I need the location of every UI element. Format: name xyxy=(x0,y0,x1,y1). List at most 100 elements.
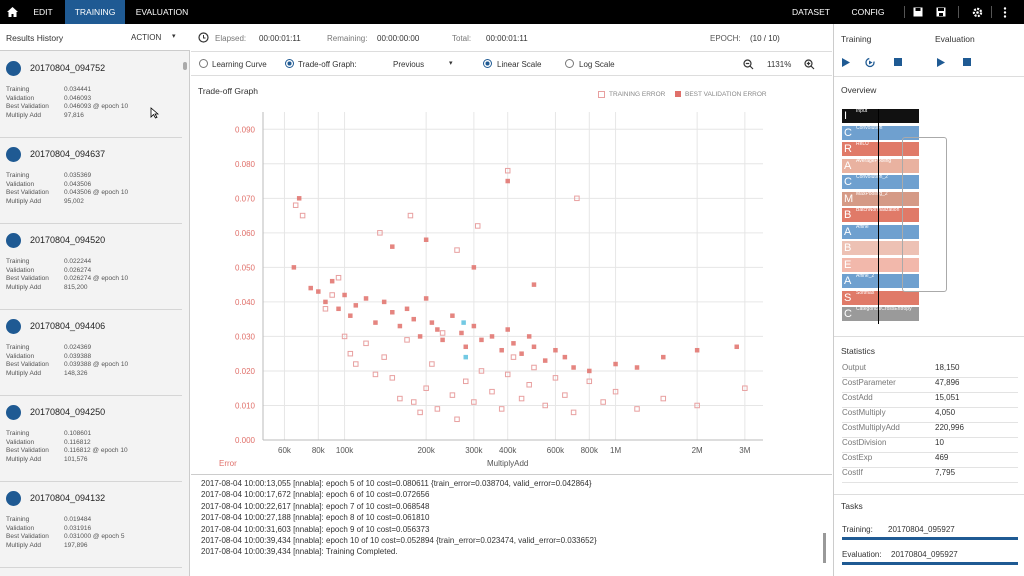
scatter-chart[interactable]: 0.000 0.010 0.020 0.030 0.040 0.050 0.060 0.070… xyxy=(191,76,832,474)
result-item[interactable]: 20170804_094132 Training 0.019484 Validat… xyxy=(0,482,182,568)
graph-title: Trade-off Graph xyxy=(198,86,259,96)
network-layer[interactable]: A Affine xyxy=(842,224,919,239)
training-error-point xyxy=(526,382,532,388)
chevron-down-icon[interactable]: ▾ xyxy=(172,33,176,40)
result-item[interactable]: 20170804_094520 Training 0.022244 Validat… xyxy=(0,224,182,310)
run-training-icon[interactable] xyxy=(842,58,850,67)
layer-letter: B xyxy=(844,242,852,254)
comparison-select[interactable]: Previous xyxy=(393,60,425,69)
stop-training-icon[interactable] xyxy=(894,58,902,66)
action-dropdown[interactable]: ACTION xyxy=(131,33,162,42)
tab-evaluation[interactable]: EVALUATION xyxy=(135,7,189,17)
network-layer[interactable]: E xyxy=(842,257,919,272)
network-layer[interactable]: S Softmax xyxy=(842,290,919,305)
result-item[interactable]: 20170804_094406 Training 0.024369 Validat… xyxy=(0,310,182,396)
network-layer[interactable]: A AveragePooling xyxy=(842,158,919,173)
y-tick-label: 0.050 xyxy=(235,263,256,272)
network-overview[interactable]: I Input C Convolution R ReLU A AveragePooling C C… xyxy=(834,108,1024,329)
network-layer[interactable]: C CategoricalCrossEntropy xyxy=(842,306,919,321)
result-field-label: Multiply Add xyxy=(6,455,42,463)
zoom-in-icon[interactable] xyxy=(804,59,815,70)
validation-error-point xyxy=(459,330,464,336)
validation-error-point xyxy=(562,354,568,360)
layer-letter: A xyxy=(844,159,852,172)
tradeoff-graph-label[interactable]: Trade-off Graph: xyxy=(298,60,357,69)
result-field-value: 101,576 xyxy=(64,455,88,463)
result-field-value: 0.034441 xyxy=(64,86,92,93)
validation-error-point xyxy=(373,320,378,325)
log-line: 2017-08-04 10:00:27,188 [nnabla]: epoch … xyxy=(201,513,430,523)
save-as-icon[interactable] xyxy=(932,0,950,24)
training-error-point xyxy=(411,399,417,405)
x-tick-label: 2M xyxy=(692,446,703,455)
validation-error-point xyxy=(429,320,435,325)
network-layer[interactable]: R ReLU xyxy=(842,141,919,156)
learning-curve-radio[interactable] xyxy=(199,59,208,68)
result-field-value: 0.116812 xyxy=(64,438,91,446)
chevron-down-icon[interactable]: ▾ xyxy=(449,60,453,67)
gear-icon[interactable] xyxy=(968,0,986,24)
result-field-value: 97,816 xyxy=(64,111,84,119)
network-layer[interactable]: A Affine_2 xyxy=(842,273,919,288)
result-field-value: 0.039388 xyxy=(64,352,92,360)
log-scale-radio[interactable] xyxy=(565,59,574,68)
save-icon[interactable] xyxy=(909,0,927,24)
menu-icon[interactable] xyxy=(996,0,1014,24)
result-field-label: Best Validation xyxy=(6,275,49,282)
validation-error-point xyxy=(499,347,504,353)
training-error-point xyxy=(742,385,748,391)
result-field-label: Best Validation xyxy=(6,103,49,110)
result-field-value: 197,896 xyxy=(64,541,88,549)
result-name: 20170804_094132 xyxy=(30,493,106,503)
network-layer[interactable]: C Convolution xyxy=(842,125,919,140)
layer-letter: S xyxy=(844,291,852,304)
run-evaluation-icon[interactable] xyxy=(937,58,945,67)
tradeoff-graph-radio[interactable] xyxy=(285,59,294,68)
network-layer[interactable]: C Convolution_2 xyxy=(842,174,919,189)
home-icon[interactable] xyxy=(3,0,21,24)
linear-scale-radio[interactable] xyxy=(483,59,492,68)
scrollbar[interactable] xyxy=(823,533,826,563)
validation-error-point xyxy=(505,327,510,332)
validation-error-point xyxy=(479,337,484,343)
config-menu[interactable]: CONFIG xyxy=(851,7,885,17)
stat-row: CostDivision 10 xyxy=(842,438,1018,453)
training-error-point xyxy=(542,402,548,409)
task-training-value[interactable]: 20170804_095927 xyxy=(888,525,955,534)
tab-edit[interactable]: EDIT xyxy=(33,7,53,17)
network-layer[interactable]: B BatchNormalization xyxy=(842,207,919,222)
result-item[interactable]: 20170804_094637 Training 0.035369 Validat… xyxy=(0,138,182,224)
scrollbar[interactable] xyxy=(183,62,187,70)
x-axis-label: MultiplyAdd xyxy=(487,459,529,468)
stat-value: 4,050 xyxy=(935,408,956,417)
results-history-title: Results History xyxy=(6,33,64,43)
result-field-label: Best Validation xyxy=(6,361,49,368)
training-error-point xyxy=(347,350,354,357)
stop-evaluation-icon[interactable] xyxy=(963,58,971,66)
tab-training[interactable]: TRAINING xyxy=(65,0,125,24)
network-layer[interactable]: B xyxy=(842,241,919,255)
result-item[interactable]: 20170804_094752 Training 0.034441 Validat… xyxy=(0,52,182,138)
result-item[interactable]: 20170804_094250 Training 0.108601 Validat… xyxy=(0,396,182,482)
learning-curve-label[interactable]: Learning Curve xyxy=(212,60,267,69)
result-field-label: Best Validation xyxy=(6,189,49,196)
x-tick-label: 3M xyxy=(739,446,750,455)
network-layer[interactable]: M MaxPooling_2 xyxy=(842,191,919,206)
network-layer[interactable]: I Input xyxy=(842,108,919,123)
linear-scale-label[interactable]: Linear Scale xyxy=(497,60,542,69)
y-tick-label: 0.030 xyxy=(235,332,256,341)
validation-error-point xyxy=(411,316,417,322)
result-name: 20170804_094406 xyxy=(30,321,106,331)
zoom-out-icon[interactable] xyxy=(743,59,754,70)
log-scale-label[interactable]: Log Scale xyxy=(579,60,615,69)
validation-error-point xyxy=(526,334,532,339)
result-status-icon xyxy=(6,405,21,420)
log-line: 2017-08-04 10:00:31,603 [nnabla]: epoch … xyxy=(201,524,430,534)
dataset-menu[interactable]: DATASET xyxy=(792,7,830,17)
x-tick-label: 100k xyxy=(336,446,354,455)
total-label: Total: xyxy=(452,34,472,43)
task-evaluation-value[interactable]: 20170804_095927 xyxy=(891,550,958,559)
validation-error-point xyxy=(397,323,403,329)
result-status-icon xyxy=(6,233,21,248)
resume-training-icon[interactable] xyxy=(865,57,876,68)
